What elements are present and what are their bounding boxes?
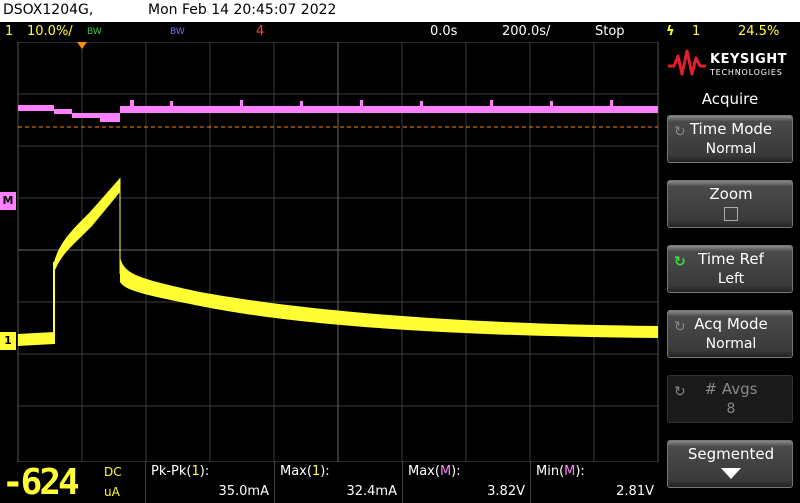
rotary-knob-icon: ↻ xyxy=(674,384,686,400)
graticule-center-axes xyxy=(18,42,658,462)
trigger-level[interactable]: 24.5% xyxy=(738,24,780,39)
trigger-source: 1 xyxy=(692,24,701,39)
meas-label: Min( xyxy=(536,464,565,479)
dvm-value: -624 xyxy=(2,462,80,503)
horizontal-delay[interactable]: 0.0s xyxy=(430,24,458,39)
meas-label: Pk-Pk( xyxy=(151,464,192,479)
meas-source: M xyxy=(439,464,452,479)
submenu-arrow-icon xyxy=(721,468,741,479)
ch2-bw-limit: BW xyxy=(170,27,185,37)
softkey-label: Segmented xyxy=(687,445,775,463)
ch1-bw-limit: BW xyxy=(87,27,102,37)
meas-value: 35.0mA xyxy=(218,484,269,499)
meas-label-close: ): xyxy=(320,464,330,479)
ch1-ground-marker[interactable]: 1 xyxy=(0,332,16,350)
brand-subtitle: TECHNOLOGIES xyxy=(710,68,783,77)
run-state[interactable]: Stop xyxy=(595,24,625,39)
brand-name: KEYSIGHT xyxy=(710,52,787,67)
meas-label-close: ): xyxy=(575,464,585,479)
meas-value: 2.81V xyxy=(616,484,654,499)
ch1-scale[interactable]: 10.0%/ xyxy=(27,24,73,39)
time-ref-softkey[interactable]: ↻ Time Ref Left xyxy=(667,245,793,293)
timebase-scale[interactable]: 200.0s/ xyxy=(502,24,551,39)
dvm-coupling: DC xyxy=(104,465,122,479)
softkey-label: Time Ref xyxy=(698,250,764,268)
trigger-edge-icon: ϟ xyxy=(666,24,675,39)
title-bar: DSOX1204G, Mon Feb 14 20:45:07 2022 xyxy=(0,0,800,22)
softkey-value: Left xyxy=(717,271,745,287)
softkey-label: Time Mode xyxy=(689,120,773,138)
math-channel-marker[interactable]: M xyxy=(0,192,16,210)
math-trace xyxy=(18,100,658,122)
rotary-knob-active-icon: ↻ xyxy=(674,254,686,270)
softkey-label: # Avgs xyxy=(704,380,758,398)
menu-title: Acquire xyxy=(701,90,759,108)
dvm-readout[interactable]: -624 DC uA xyxy=(0,462,145,503)
meas-source: 1 xyxy=(311,464,321,479)
measurement-max-math[interactable]: Max(M): 3.82V xyxy=(402,462,531,503)
avgs-softkey[interactable]: ↻ # Avgs 8 xyxy=(667,375,793,423)
meas-source: 1 xyxy=(191,464,200,479)
ch1-trace xyxy=(18,178,658,346)
softkey-panel: KEYSIGHT TECHNOLOGIES Acquire ↻ Time Mod… xyxy=(660,42,800,503)
ch4-number[interactable]: 4 xyxy=(256,24,265,39)
ch1-number[interactable]: 1 xyxy=(5,24,14,39)
datetime: Mon Feb 14 20:45:07 2022 xyxy=(148,2,337,18)
softkey-value: Normal xyxy=(705,336,757,352)
softkey-value: 8 xyxy=(726,401,736,417)
softkey-label: Acq Mode xyxy=(694,315,768,333)
meas-label-close: ): xyxy=(451,464,461,479)
waveform-display[interactable]: M 1 xyxy=(0,41,660,463)
instrument-model: DSOX1204G, xyxy=(3,2,94,18)
meas-source: M xyxy=(564,464,576,479)
measurement-max-ch1[interactable]: Max(1): 32.4mA xyxy=(274,462,403,503)
zoom-softkey[interactable]: Zoom xyxy=(667,180,793,228)
acq-mode-softkey[interactable]: ↻ Acq Mode Normal xyxy=(667,310,793,358)
rotary-knob-icon: ↻ xyxy=(674,124,686,140)
time-mode-softkey[interactable]: ↻ Time Mode Normal xyxy=(667,115,793,163)
dvm-unit: uA xyxy=(104,485,120,499)
softkey-label: Zoom xyxy=(709,185,753,203)
meas-label-close: ): xyxy=(199,464,210,479)
meas-value: 3.82V xyxy=(487,484,525,499)
measurement-min-math[interactable]: Min(M): 2.81V xyxy=(530,462,660,503)
meas-value: 32.4mA xyxy=(346,484,397,499)
segmented-softkey[interactable]: Segmented xyxy=(667,440,793,488)
trigger-position-marker[interactable] xyxy=(77,42,87,49)
measurement-pkpk-ch1[interactable]: Pk-Pk(1): 35.0mA xyxy=(145,462,275,503)
rotary-knob-icon: ↻ xyxy=(674,319,686,335)
meas-label: Max( xyxy=(280,464,312,479)
waveform-svg xyxy=(17,41,659,463)
keysight-logo: KEYSIGHT TECHNOLOGIES xyxy=(668,48,794,82)
keysight-wave-icon xyxy=(668,49,706,76)
measurement-bar: -624 DC uA Pk-Pk(1): 35.0mA Max(1): 32.4… xyxy=(0,462,660,503)
meas-label: Max( xyxy=(408,464,440,479)
status-bar: 1 10.0%/ BW BW 4 0.0s 200.0s/ Stop ϟ 1 2… xyxy=(0,22,800,42)
softkey-value: Normal xyxy=(705,141,757,157)
zoom-checkbox-icon xyxy=(724,207,738,221)
